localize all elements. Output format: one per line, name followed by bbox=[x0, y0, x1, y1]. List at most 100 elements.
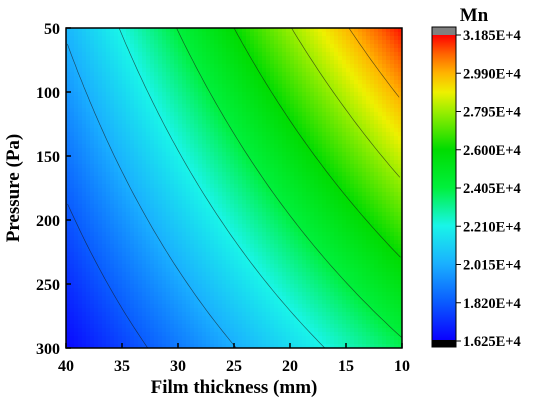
heatmap-cell bbox=[122, 64, 127, 69]
heatmap-cell bbox=[198, 152, 203, 157]
heatmap-cell bbox=[362, 128, 367, 133]
heatmap-cell bbox=[202, 236, 207, 241]
heatmap-cell bbox=[118, 120, 123, 125]
heatmap-cell bbox=[394, 156, 399, 161]
heatmap-cell bbox=[338, 260, 343, 265]
heatmap-cell bbox=[322, 92, 327, 97]
heatmap-cell bbox=[234, 228, 239, 233]
heatmap-cell bbox=[86, 248, 91, 253]
heatmap-cell bbox=[66, 112, 71, 117]
heatmap-cell bbox=[294, 72, 299, 77]
heatmap-cell bbox=[346, 256, 351, 261]
heatmap-cell bbox=[66, 236, 71, 241]
heatmap-cell bbox=[258, 180, 263, 185]
heatmap-cell bbox=[74, 36, 79, 41]
heatmap-cell bbox=[118, 152, 123, 157]
heatmap-cell bbox=[370, 96, 375, 101]
heatmap-cell bbox=[282, 168, 287, 173]
heatmap-cell bbox=[130, 80, 135, 85]
heatmap-cell bbox=[118, 80, 123, 85]
heatmap-cell bbox=[386, 212, 391, 217]
heatmap-cell bbox=[106, 76, 111, 81]
heatmap-cell bbox=[198, 40, 203, 45]
heatmap-cell bbox=[86, 32, 91, 37]
heatmap-cell bbox=[222, 236, 227, 241]
heatmap-cell bbox=[238, 188, 243, 193]
heatmap-cell bbox=[278, 68, 283, 73]
heatmap-cell bbox=[82, 168, 87, 173]
heatmap-cell bbox=[162, 88, 167, 93]
heatmap-cell bbox=[82, 196, 87, 201]
heatmap-cell bbox=[106, 264, 111, 269]
heatmap-cell bbox=[206, 148, 211, 153]
heatmap-cell bbox=[358, 200, 363, 205]
heatmap-cell bbox=[346, 180, 351, 185]
heatmap-cell bbox=[242, 76, 247, 81]
heatmap-cell bbox=[94, 252, 99, 257]
heatmap-cell bbox=[254, 140, 259, 145]
heatmap-cell bbox=[202, 28, 207, 33]
heatmap-cell bbox=[250, 100, 255, 105]
heatmap-cell bbox=[190, 68, 195, 73]
heatmap-cell bbox=[126, 228, 131, 233]
heatmap-cell bbox=[150, 236, 155, 241]
heatmap-cell bbox=[114, 116, 119, 121]
heatmap-cell bbox=[378, 96, 383, 101]
heatmap-cell bbox=[314, 80, 319, 85]
heatmap-cell bbox=[390, 88, 395, 93]
heatmap-cell bbox=[398, 260, 402, 265]
heatmap-cell bbox=[270, 200, 275, 205]
heatmap-cell bbox=[274, 172, 279, 177]
heatmap-cell bbox=[134, 152, 139, 157]
heatmap-cell bbox=[158, 132, 163, 137]
heatmap-cell bbox=[70, 128, 75, 133]
heatmap-cell bbox=[254, 164, 259, 169]
heatmap-cell bbox=[198, 236, 203, 241]
heatmap-cell bbox=[230, 56, 235, 61]
heatmap-cell bbox=[222, 164, 227, 169]
heatmap-cell bbox=[102, 204, 107, 209]
heatmap-cell bbox=[142, 104, 147, 109]
heatmap-cell bbox=[398, 88, 402, 93]
heatmap-cell bbox=[218, 244, 223, 249]
heatmap-cell bbox=[242, 132, 247, 137]
heatmap-cell bbox=[294, 168, 299, 173]
heatmap-cell bbox=[374, 176, 379, 181]
heatmap-cell bbox=[246, 140, 251, 145]
heatmap-cell bbox=[218, 176, 223, 181]
heatmap-cell bbox=[246, 124, 251, 129]
heatmap-cell bbox=[202, 176, 207, 181]
heatmap-cell bbox=[138, 76, 143, 81]
heatmap-cell bbox=[382, 104, 387, 109]
heatmap-cell bbox=[214, 156, 219, 161]
heatmap-cell bbox=[378, 28, 383, 33]
heatmap-cell bbox=[138, 64, 143, 69]
heatmap-cell bbox=[222, 144, 227, 149]
heatmap-cell bbox=[342, 64, 347, 69]
heatmap-cell bbox=[290, 128, 295, 133]
heatmap-cell bbox=[106, 120, 111, 125]
heatmap-cell bbox=[394, 128, 399, 133]
heatmap-cell bbox=[390, 72, 395, 77]
heatmap-cell bbox=[210, 244, 215, 249]
heatmap-cell bbox=[266, 220, 271, 225]
heatmap-cell bbox=[190, 96, 195, 101]
heatmap-cell bbox=[198, 132, 203, 137]
heatmap-cell bbox=[242, 28, 247, 33]
heatmap-cell bbox=[314, 76, 319, 81]
heatmap-cell bbox=[330, 32, 335, 37]
heatmap-cell bbox=[170, 48, 175, 53]
heatmap-cell bbox=[334, 196, 339, 201]
heatmap-cell bbox=[238, 64, 243, 69]
heatmap-cell bbox=[174, 164, 179, 169]
heatmap-cell bbox=[274, 248, 279, 253]
heatmap-cell bbox=[326, 56, 331, 61]
heatmap-cell bbox=[130, 264, 135, 269]
heatmap-cell bbox=[218, 128, 223, 133]
heatmap-cell bbox=[98, 228, 103, 233]
heatmap-cell bbox=[226, 212, 231, 217]
heatmap-cell bbox=[134, 184, 139, 189]
heatmap-cell bbox=[174, 120, 179, 125]
heatmap-cell bbox=[214, 32, 219, 37]
heatmap-cell bbox=[70, 200, 75, 205]
